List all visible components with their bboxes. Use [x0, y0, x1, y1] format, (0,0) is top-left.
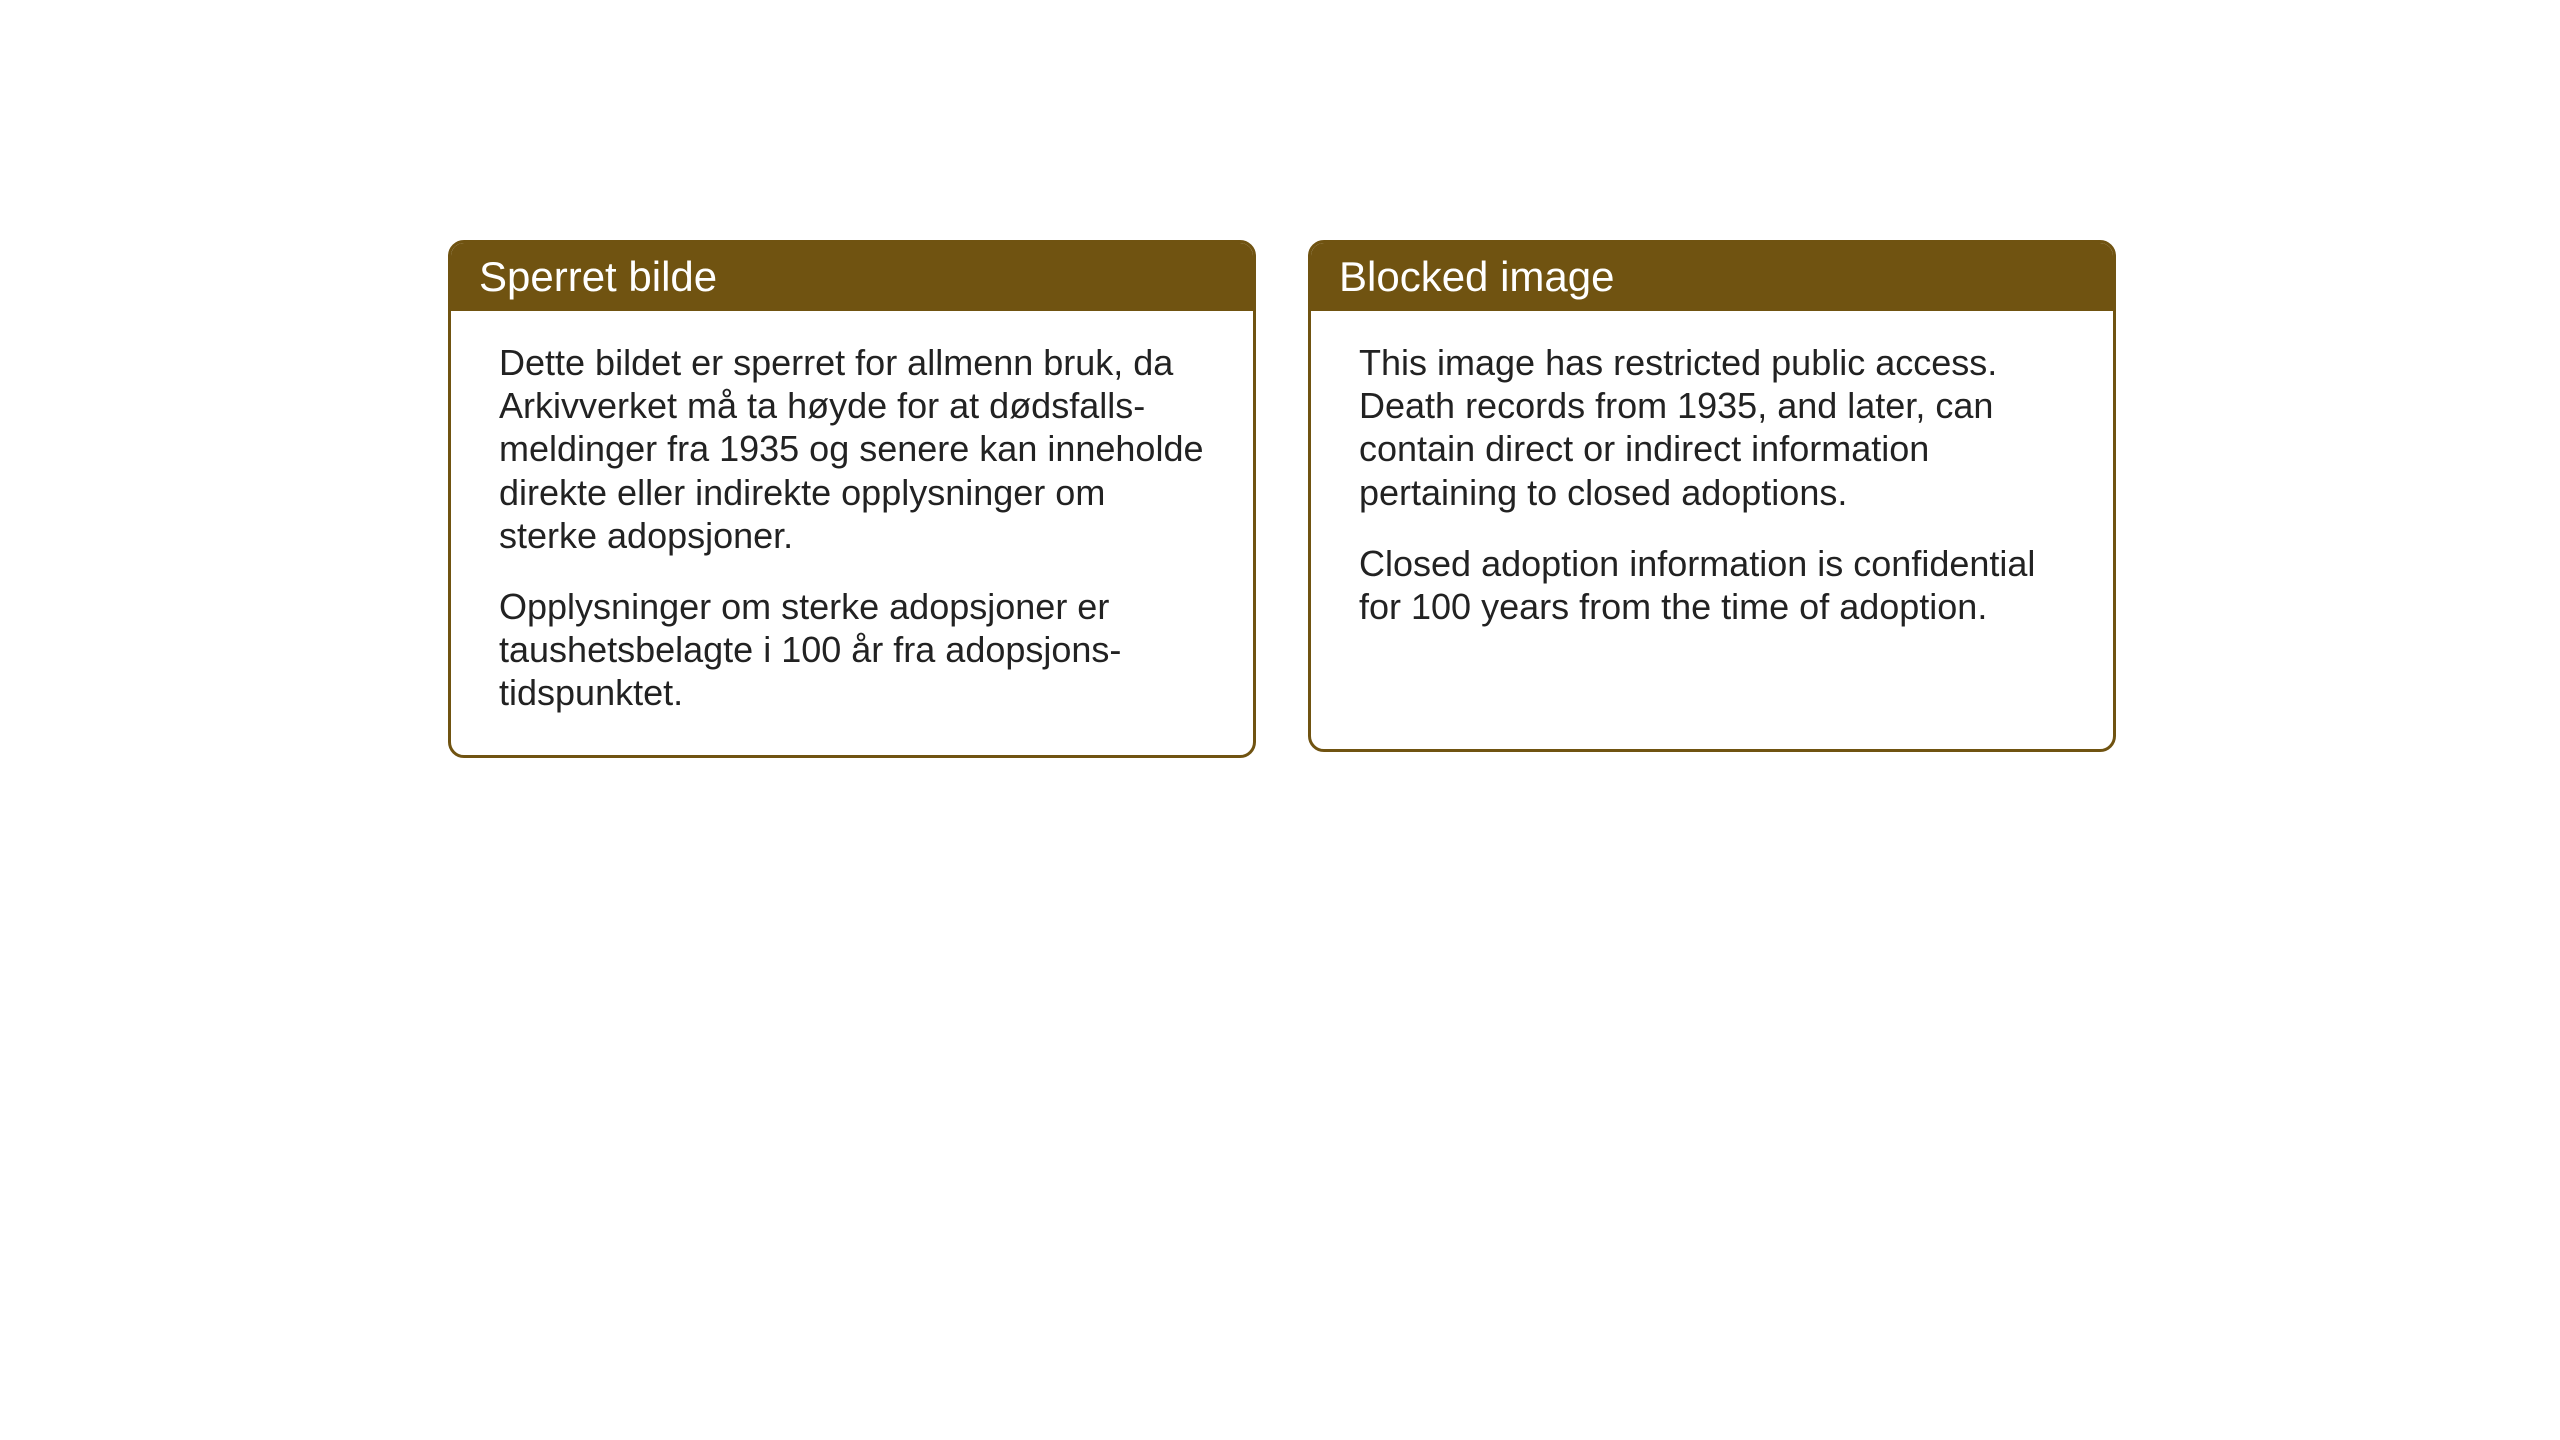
notice-card-english: Blocked image This image has restricted …: [1308, 240, 2116, 752]
card-body-english: This image has restricted public access.…: [1311, 311, 2113, 668]
notice-card-norwegian: Sperret bilde Dette bildet er sperret fo…: [448, 240, 1256, 758]
paragraph-1-norwegian: Dette bildet er sperret for allmenn bruk…: [499, 341, 1205, 557]
card-body-norwegian: Dette bildet er sperret for allmenn bruk…: [451, 311, 1253, 755]
card-title-norwegian: Sperret bilde: [451, 243, 1253, 311]
paragraph-2-english: Closed adoption information is confident…: [1359, 542, 2065, 628]
notice-container: Sperret bilde Dette bildet er sperret fo…: [448, 240, 2116, 758]
paragraph-1-english: This image has restricted public access.…: [1359, 341, 2065, 514]
paragraph-2-norwegian: Opplysninger om sterke adopsjoner er tau…: [499, 585, 1205, 715]
card-title-english: Blocked image: [1311, 243, 2113, 311]
